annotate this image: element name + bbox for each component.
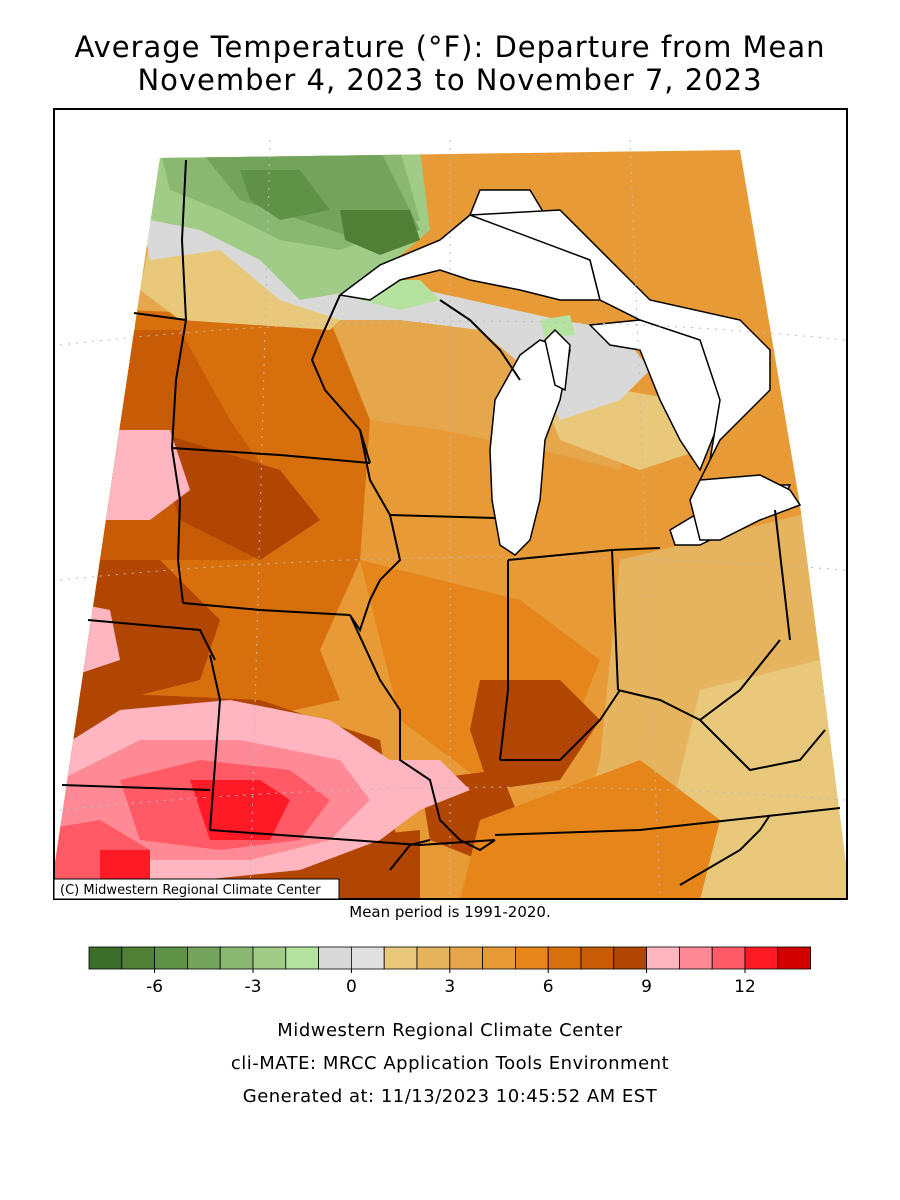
ky-river bbox=[500, 689, 621, 761]
footer-generated: Generated at: 11/13/2023 10:45:52 AM EST bbox=[242, 1086, 658, 1107]
va-border bbox=[679, 814, 771, 886]
map-frame bbox=[53, 108, 848, 900]
legend-swatch bbox=[547, 946, 582, 970]
mi-wi-up bbox=[439, 299, 521, 381]
legend-tick-label: 3 bbox=[444, 977, 455, 997]
footer-org: Midwestern Regional Climate Center bbox=[277, 1020, 623, 1041]
oh-pa bbox=[774, 509, 791, 641]
state-boundaries bbox=[61, 159, 841, 886]
legend-swatch bbox=[646, 946, 680, 970]
tn-mo-river bbox=[459, 839, 496, 852]
legend-swatch bbox=[219, 946, 254, 970]
legend-swatch bbox=[350, 946, 385, 970]
legend-tick-label: 9 bbox=[641, 977, 652, 997]
legend-swatch bbox=[383, 946, 418, 970]
legend-swatch bbox=[121, 946, 156, 970]
footer-tool: cli-MATE: MRCC Application Tools Environ… bbox=[230, 1053, 670, 1074]
legend-swatch bbox=[449, 946, 483, 970]
ky-tn bbox=[494, 807, 841, 836]
legend-tick-label: 6 bbox=[543, 977, 554, 997]
sd-ne-mn-south bbox=[171, 447, 371, 464]
il-mo-river bbox=[349, 614, 461, 841]
copyright-box bbox=[53, 878, 340, 900]
mean-period-note: Mean period is 1991-2020. bbox=[349, 903, 551, 921]
legend-swatch bbox=[777, 946, 811, 970]
legend-swatch bbox=[416, 946, 451, 970]
legend-swatch bbox=[744, 946, 779, 970]
legend-swatch bbox=[252, 946, 287, 970]
legend-swatch bbox=[711, 946, 746, 970]
ia-il-river bbox=[349, 514, 402, 633]
il-in-border bbox=[499, 560, 509, 761]
lake-michigan bbox=[489, 339, 571, 556]
legend-tick-label: -3 bbox=[245, 977, 262, 997]
legend-colorbar bbox=[88, 946, 811, 970]
legend-swatch bbox=[679, 946, 713, 970]
lake-michigan-bay bbox=[544, 328, 571, 392]
wi-east-shore bbox=[359, 429, 391, 516]
legend-swatch bbox=[580, 946, 615, 970]
legend-swatch bbox=[515, 946, 549, 970]
map-area bbox=[54, 109, 847, 899]
ne-ks bbox=[87, 619, 216, 661]
ar-border bbox=[389, 839, 431, 871]
legend-swatch bbox=[482, 946, 516, 970]
legend-swatch bbox=[88, 946, 123, 970]
ky-wv bbox=[699, 719, 826, 772]
legend-tick-labels: -6 -3 0 3 6 9 12 bbox=[146, 969, 756, 997]
legend-swatch bbox=[318, 946, 352, 970]
canada-land bbox=[469, 209, 802, 541]
ia-north bbox=[389, 514, 496, 519]
legend-swatch bbox=[285, 946, 319, 970]
legend-swatch bbox=[154, 946, 188, 970]
map-title: Average Temperature (°F): Departure from… bbox=[74, 30, 826, 64]
legend-tick-label: -6 bbox=[146, 977, 163, 997]
graticule bbox=[59, 139, 846, 899]
legend-tick-label: 12 bbox=[734, 977, 756, 997]
map-date-range: November 4, 2023 to November 7, 2023 bbox=[137, 63, 763, 97]
ia-south bbox=[182, 602, 351, 616]
legend-swatch bbox=[186, 946, 221, 970]
nd-sd-line bbox=[133, 312, 187, 321]
legend-swatch bbox=[613, 946, 647, 970]
mo-south bbox=[209, 829, 496, 847]
ks-ok bbox=[61, 784, 211, 791]
copyright-text: (C) Midwestern Regional Climate Center bbox=[60, 883, 321, 898]
legend-tick-label: 0 bbox=[346, 977, 357, 997]
mo-ks bbox=[209, 654, 222, 831]
in-oh bbox=[611, 549, 619, 691]
ia-west bbox=[171, 447, 184, 604]
